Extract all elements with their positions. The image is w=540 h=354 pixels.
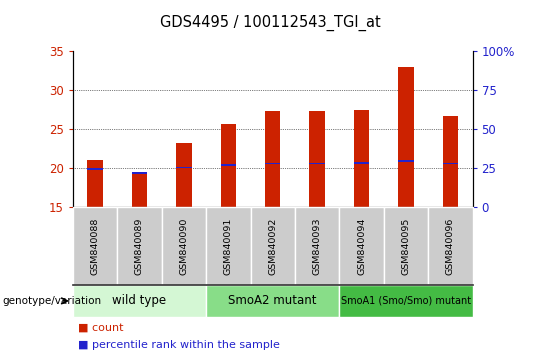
Text: GSM840090: GSM840090 [179, 217, 188, 275]
Text: GSM840092: GSM840092 [268, 217, 277, 275]
Bar [398, 67, 414, 207]
Bar [87, 168, 103, 170]
Bar [354, 162, 369, 164]
Bar [220, 124, 236, 207]
Text: wild type: wild type [112, 295, 166, 307]
Text: ■ count: ■ count [78, 322, 124, 332]
Text: GSM840093: GSM840093 [313, 217, 322, 275]
Text: GSM840091: GSM840091 [224, 217, 233, 275]
Text: SmoA2 mutant: SmoA2 mutant [228, 295, 317, 307]
Bar [265, 111, 280, 207]
Bar [176, 166, 192, 168]
Bar [309, 162, 325, 164]
Text: GSM840094: GSM840094 [357, 217, 366, 275]
Text: SmoA1 (Smo/Smo) mutant: SmoA1 (Smo/Smo) mutant [341, 296, 471, 306]
Bar [354, 110, 369, 207]
Bar [443, 162, 458, 164]
Text: GSM840096: GSM840096 [446, 217, 455, 275]
Bar [87, 160, 103, 207]
Bar [132, 173, 147, 207]
Bar [443, 116, 458, 207]
Bar [220, 164, 236, 166]
Bar [265, 162, 280, 164]
Bar [398, 160, 414, 162]
Text: ■ percentile rank within the sample: ■ percentile rank within the sample [78, 340, 280, 350]
Text: GSM840089: GSM840089 [135, 217, 144, 275]
Text: GSM840088: GSM840088 [91, 217, 99, 275]
Bar [176, 143, 192, 207]
Bar [132, 172, 147, 174]
Text: genotype/variation: genotype/variation [3, 296, 102, 306]
Text: GSM840095: GSM840095 [401, 217, 410, 275]
Bar [309, 111, 325, 207]
Text: GDS4495 / 100112543_TGI_at: GDS4495 / 100112543_TGI_at [160, 15, 380, 31]
